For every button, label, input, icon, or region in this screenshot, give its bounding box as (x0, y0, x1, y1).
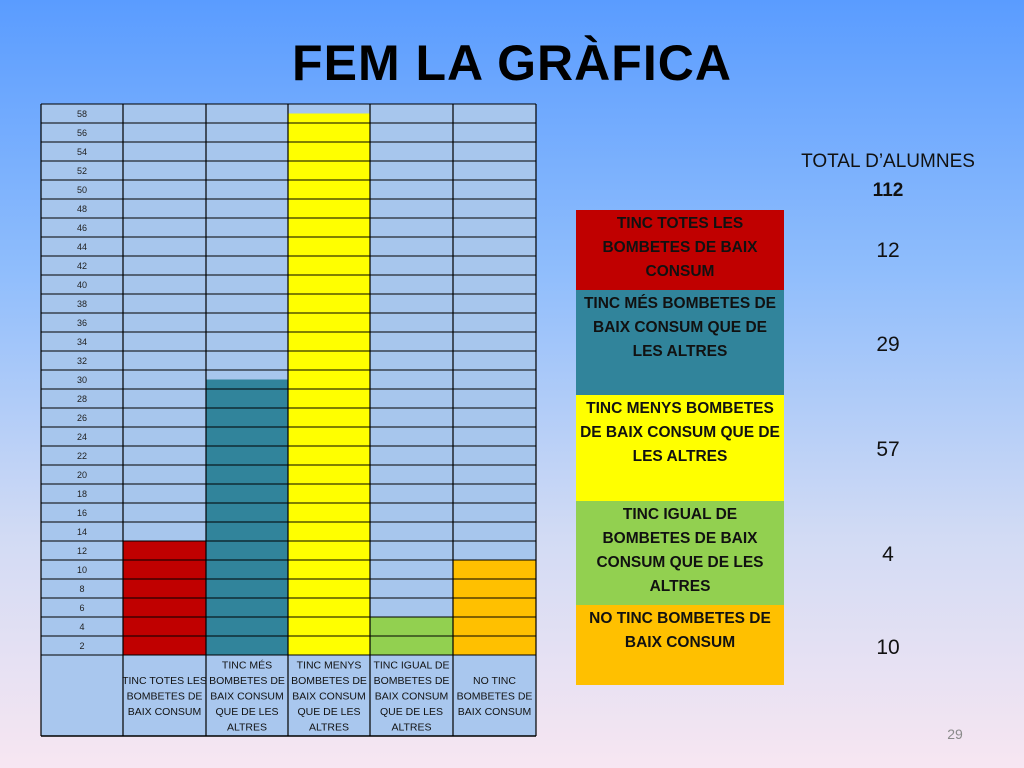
y-tick-label: 10 (77, 565, 87, 575)
y-tick-label: 50 (77, 185, 87, 195)
legend-label: TINC TOTES LES BOMBETES DE BAIX CONSUM (602, 215, 758, 280)
count-all-low-consumption: 12 (876, 239, 900, 262)
y-tick-label: 56 (77, 128, 87, 138)
page-number: 29 (947, 726, 963, 742)
legend-item-fewer-low-consumption: TINC MENYS BOMBETES DE BAIX CONSUM QUE D… (576, 395, 784, 501)
category-label-2: TINC MÉS BOMBETES DE BAIX CONSUM QUE DE LES… (209, 659, 285, 734)
y-tick-label: 24 (77, 432, 87, 442)
y-tick-label: 8 (79, 584, 84, 594)
legend-label: TINC MENYS BOMBETES DE BAIX CONSUM QUE D… (580, 400, 780, 465)
y-tick-label: 34 (77, 337, 87, 347)
y-tick-label: 36 (77, 318, 87, 328)
legend-label: TINC IGUAL DE BOMBETES DE BAIX CONSUM QU… (596, 506, 764, 595)
count-equal-low-consumption: 4 (882, 543, 894, 566)
bar-3 (288, 113, 370, 655)
legend-item-no-low-consumption: NO TINC BOMBETES DE BAIX CONSUM (576, 605, 784, 685)
y-tick-label: 22 (77, 451, 87, 461)
y-tick-label: 52 (77, 166, 87, 176)
slide-title: FEM LA GRÀFICA (292, 35, 732, 91)
count-fewer-low-consumption: 57 (876, 438, 900, 461)
legend-label: NO TINC BOMBETES DE BAIX CONSUM (589, 610, 771, 651)
bar-2 (206, 379, 288, 655)
y-tick-label: 16 (77, 508, 87, 518)
legend-table: TINC TOTES LES BOMBETES DE BAIX CONSUM T… (576, 210, 784, 685)
y-tick-label: 46 (77, 223, 87, 233)
legend-item-more-low-consumption: TINC MÉS BOMBETES DE BAIX CONSUM QUE DE … (576, 290, 784, 395)
y-tick-label: 42 (77, 261, 87, 271)
total-students-label: TOTAL D’ALUMNES (801, 151, 975, 172)
legend-label: TINC MÉS BOMBETES DE BAIX CONSUM QUE DE … (583, 295, 777, 360)
y-tick-label: 6 (79, 603, 84, 613)
y-tick-label: 54 (77, 147, 87, 157)
legend-item-all-low-consumption: TINC TOTES LES BOMBETES DE BAIX CONSUM (576, 210, 784, 290)
y-tick-label: 30 (77, 375, 87, 385)
count-no-low-consumption: 10 (876, 636, 900, 659)
y-tick-label: 2 (79, 641, 84, 651)
category-label-3: TINC MENYS BOMBETES DE BAIX CONSUM QUE DE L… (291, 660, 367, 734)
y-tick-label: 18 (77, 489, 87, 499)
y-tick-label: 58 (77, 109, 87, 119)
count-more-low-consumption: 29 (876, 333, 900, 356)
bar-5 (453, 560, 536, 655)
y-tick-label: 32 (77, 356, 87, 366)
y-tick-label: 28 (77, 394, 87, 404)
y-tick-label: 20 (77, 470, 87, 480)
category-label-4: TINC IGUAL DE BOMBETES DE BAIX CONSUM QUE D… (373, 660, 449, 734)
total-students-value: 112 (872, 180, 904, 201)
y-tick-label: 12 (77, 546, 87, 556)
legend-item-equal-low-consumption: TINC IGUAL DE BOMBETES DE BAIX CONSUM QU… (576, 501, 784, 605)
y-tick-label: 48 (77, 204, 87, 214)
y-tick-label: 14 (77, 527, 87, 537)
y-tick-label: 26 (77, 413, 87, 423)
y-tick-label: 38 (77, 299, 87, 309)
y-tick-label: 44 (77, 242, 87, 252)
category-label-1: TINC TOTES LES BOMBETES DE BAIX CONSUM (122, 675, 207, 718)
y-tick-label: 40 (77, 280, 87, 290)
y-tick-label: 4 (79, 622, 84, 632)
category-label-5: NO TINC BOMBETES DE BAIX CONSUM (457, 675, 533, 718)
